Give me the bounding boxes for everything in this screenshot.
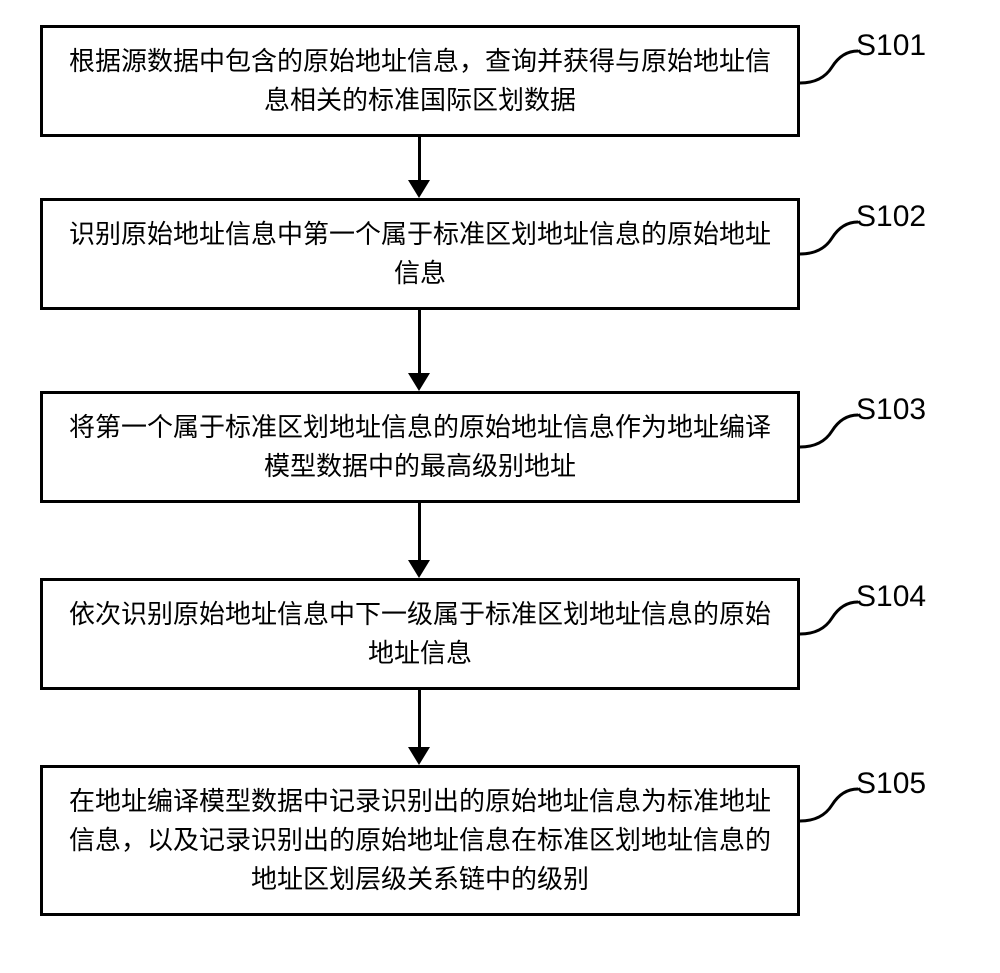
flowchart-connector <box>418 690 421 748</box>
label-connector-curve <box>800 49 860 89</box>
label-connector-curve <box>800 787 860 827</box>
flowchart-connector <box>418 137 421 181</box>
flowchart-box-text: 将第一个属于标准区划地址信息的原始地址信息作为地址编译模型数据中的最高级别地址 <box>67 408 773 486</box>
flowchart-box: 在地址编译模型数据中记录识别出的原始地址信息为标准地址信息，以及记录识别出的原始… <box>40 765 800 916</box>
label-connector-curve <box>800 220 860 260</box>
arrow-down-icon <box>408 747 430 765</box>
flowchart-step-label: S104 <box>856 580 926 614</box>
flowchart-step: 识别原始地址信息中第一个属于标准区划地址信息的原始地址信息 S102 <box>40 198 960 310</box>
arrow-down-icon <box>408 180 430 198</box>
arrow-down-icon <box>408 560 430 578</box>
flowchart-box-text: 依次识别原始地址信息中下一级属于标准区划地址信息的原始地址信息 <box>67 595 773 673</box>
flowchart-box-text: 根据源数据中包含的原始地址信息，查询并获得与原始地址信息相关的标准国际区划数据 <box>67 42 773 120</box>
flowchart-box: 将第一个属于标准区划地址信息的原始地址信息作为地址编译模型数据中的最高级别地址 <box>40 391 800 503</box>
flowchart-step: 在地址编译模型数据中记录识别出的原始地址信息为标准地址信息，以及记录识别出的原始… <box>40 765 960 916</box>
flowchart-box-text: 在地址编译模型数据中记录识别出的原始地址信息为标准地址信息，以及记录识别出的原始… <box>67 782 773 899</box>
flowchart-box: 识别原始地址信息中第一个属于标准区划地址信息的原始地址信息 <box>40 198 800 310</box>
arrow-down-icon <box>408 373 430 391</box>
flowchart-step: 将第一个属于标准区划地址信息的原始地址信息作为地址编译模型数据中的最高级别地址 S… <box>40 391 960 503</box>
flowchart-connector <box>418 310 421 374</box>
label-connector-curve <box>800 413 860 453</box>
flowchart-step: 根据源数据中包含的原始地址信息，查询并获得与原始地址信息相关的标准国际区划数据 S… <box>40 25 960 137</box>
flowchart-connector <box>418 503 421 561</box>
flowchart-box-text: 识别原始地址信息中第一个属于标准区划地址信息的原始地址信息 <box>67 215 773 293</box>
flowchart-step-label: S101 <box>856 29 926 63</box>
flowchart-box: 依次识别原始地址信息中下一级属于标准区划地址信息的原始地址信息 <box>40 578 800 690</box>
flowchart-step-label: S105 <box>856 767 926 801</box>
flowchart-step-label: S102 <box>856 200 926 234</box>
label-connector-curve <box>800 600 860 640</box>
flowchart-step: 依次识别原始地址信息中下一级属于标准区划地址信息的原始地址信息 S104 <box>40 578 960 690</box>
flowchart-step-label: S103 <box>856 393 926 427</box>
flowchart-diagram: 根据源数据中包含的原始地址信息，查询并获得与原始地址信息相关的标准国际区划数据 S… <box>40 25 960 916</box>
flowchart-box: 根据源数据中包含的原始地址信息，查询并获得与原始地址信息相关的标准国际区划数据 <box>40 25 800 137</box>
